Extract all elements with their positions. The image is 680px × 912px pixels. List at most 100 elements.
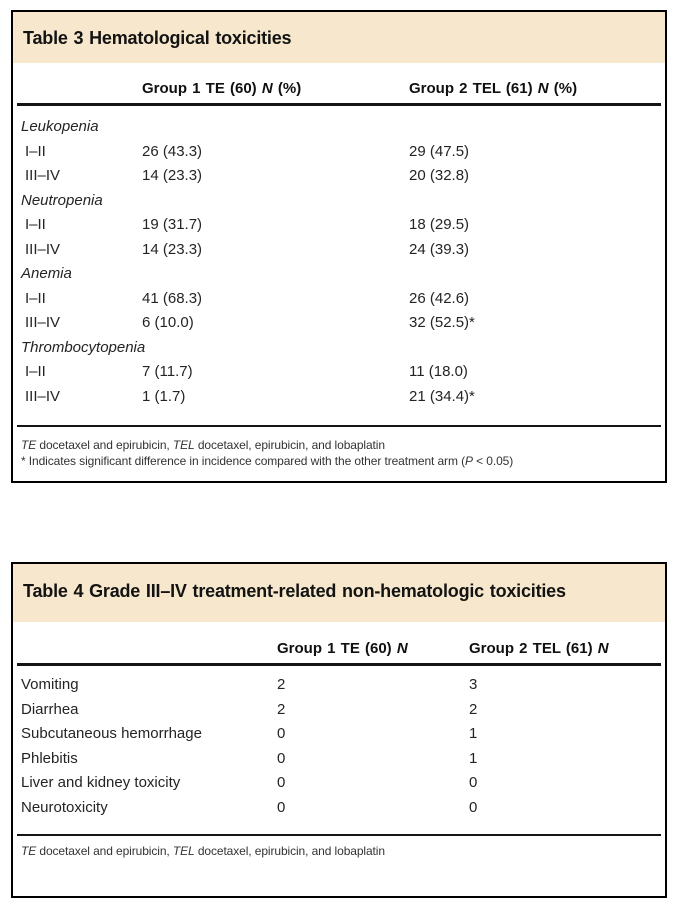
group2-value: 29 (47.5) (409, 142, 470, 160)
group2-value: 1 (469, 725, 478, 743)
table-row: Neurotoxicity 0 0 (13, 795, 665, 820)
row-label: Anemia (21, 265, 72, 283)
group1-value: 7 (11.7) (142, 363, 193, 381)
table-row: Thrombocytopenia (13, 335, 665, 360)
footnote-abbreviations: TE docetaxel and epirubicin, TEL docetax… (21, 844, 657, 860)
table-row: Subcutaneous hemorrhage 0 1 (13, 722, 665, 747)
table3-header-group2: Group 2 TEL (61) N (%) (409, 80, 665, 97)
row-label: Subcutaneous hemorrhage (21, 725, 202, 743)
table3-card: Table 3 Hematological toxicities Group 1… (11, 10, 667, 483)
row-label: I–II (25, 216, 46, 234)
row-label: III–IV (25, 314, 61, 332)
footnote-abbreviations: TE docetaxel and epirubicin, TEL docetax… (21, 438, 657, 454)
table4-header-rule (17, 663, 661, 666)
row-label: I–II (25, 142, 46, 160)
group1-value: 19 (31.7) (142, 216, 203, 234)
group2-value: 3 (469, 676, 478, 694)
header-text: Group 2 TEL (61) (469, 640, 598, 657)
group1-value: 41 (68.3) (142, 289, 203, 307)
table-row: III–IV 1 (1.7) 21 (34.4)* (13, 384, 665, 409)
abbrev-tel: TEL (172, 844, 195, 858)
row-label: Phlebitis (21, 749, 78, 767)
group1-value: 14 (23.3) (142, 240, 203, 258)
table4-card: Table 4 Grade III–IV treatment-related n… (11, 562, 667, 898)
table3-body: Leukopenia I–II 26 (43.3) 29 (47.5) III–IV… (13, 106, 665, 425)
row-label: Neutropenia (21, 191, 103, 209)
table-row: Diarrhea 2 2 (13, 697, 665, 722)
group1-value: 2 (277, 700, 286, 718)
row-label: Thrombocytopenia (21, 338, 146, 356)
group1-value: 2 (277, 676, 286, 694)
table3-header-group1: Group 1 TE (60) N (%) (142, 80, 409, 97)
footnote-text: < 0.05) (472, 453, 514, 468)
table3-body-rule (17, 424, 661, 427)
table-row: I–II 19 (31.7) 18 (29.5) (13, 213, 665, 238)
row-label: III–IV (25, 240, 61, 258)
table3-column-headers: Group 1 TE (60) N (%) Group 2 TEL (61) N… (13, 63, 665, 103)
n-italic: N (396, 640, 408, 657)
table4-header-group2: Group 2 TEL (61) N (469, 640, 665, 657)
header-text: (%) (272, 80, 302, 97)
header-text: Group 1 TE (60) (277, 640, 397, 657)
footnote-text: * Indicates significant difference in in… (21, 453, 465, 468)
footnote-text: docetaxel, epirubicin, and lobaplatin (194, 844, 385, 858)
table-row: I–II 7 (11.7) 11 (18.0) (13, 360, 665, 385)
n-italic: N (597, 640, 609, 657)
abbrev-te: TE (21, 844, 37, 858)
table-row: Leukopenia (13, 115, 665, 140)
table-row: III–IV 14 (23.3) 24 (39.3) (13, 237, 665, 262)
group2-value: 11 (18.0) (409, 363, 468, 381)
footnote-text: docetaxel and epirubicin, (36, 438, 173, 452)
group2-value: 26 (42.6) (409, 289, 470, 307)
table4-column-headers: Group 1 TE (60) N Group 2 TEL (61) N (13, 622, 665, 663)
table-row: I–II 26 (43.3) 29 (47.5) (13, 139, 665, 164)
table-row: Liver and kidney toxicity 0 0 (13, 771, 665, 796)
group2-value: 18 (29.5) (409, 216, 470, 234)
table-row: Phlebitis 0 1 (13, 746, 665, 771)
footnote-significance: * Indicates significant difference in in… (21, 454, 657, 470)
row-label: III–IV (25, 387, 61, 405)
row-label: Neurotoxicity (21, 798, 108, 816)
table3-title: Table 3 Hematological toxicities (23, 28, 292, 48)
row-label: Leukopenia (21, 118, 99, 136)
group2-value: 1 (469, 749, 478, 767)
group2-value: 0 (469, 798, 478, 816)
footnote-text: docetaxel, epirubicin, and lobaplatin (194, 438, 385, 452)
group1-value: 6 (10.0) (142, 314, 194, 332)
row-label: Diarrhea (21, 700, 79, 718)
group1-value: 0 (277, 725, 286, 743)
row-label: I–II (25, 289, 46, 307)
group1-value: 0 (277, 749, 286, 767)
table-row: Anemia (13, 262, 665, 287)
group1-value: 26 (43.3) (142, 142, 203, 160)
row-label: Liver and kidney toxicity (21, 774, 181, 792)
table3-header-rule (17, 103, 661, 106)
group2-value: 32 (52.5)* (409, 314, 475, 332)
table4-title: Table 4 Grade III–IV treatment-related n… (23, 581, 566, 601)
abbrev-te: TE (21, 438, 37, 452)
group1-value: 14 (23.3) (142, 167, 203, 185)
group1-value: 0 (277, 798, 286, 816)
table-row: I–II 41 (68.3) 26 (42.6) (13, 286, 665, 311)
table-row: III–IV 6 (10.0) 32 (52.5)* (13, 311, 665, 336)
table4-footnotes: TE docetaxel and epirubicin, TEL docetax… (13, 836, 665, 867)
group2-value: 0 (469, 774, 478, 792)
group2-value: 2 (469, 700, 478, 718)
n-italic: N (261, 80, 273, 97)
row-label: I–II (25, 363, 46, 381)
p-italic: P (464, 453, 473, 468)
group1-value: 0 (277, 774, 286, 792)
header-text: (%) (548, 80, 578, 97)
table4-header-group1: Group 1 TE (60) N (277, 640, 469, 657)
n-italic: N (537, 80, 549, 97)
header-text: Group 1 TE (60) (142, 80, 262, 97)
group2-value: 21 (34.4)* (409, 387, 475, 405)
table-row: III–IV 14 (23.3) 20 (32.8) (13, 164, 665, 189)
row-label: III–IV (25, 167, 61, 185)
table3-footnotes: TE docetaxel and epirubicin, TEL docetax… (13, 427, 665, 478)
row-label: Vomiting (21, 676, 79, 694)
group1-value: 1 (1.7) (142, 387, 186, 405)
table-row: Vomiting 2 3 (13, 673, 665, 698)
header-text: Group 2 TEL (61) (409, 80, 538, 97)
